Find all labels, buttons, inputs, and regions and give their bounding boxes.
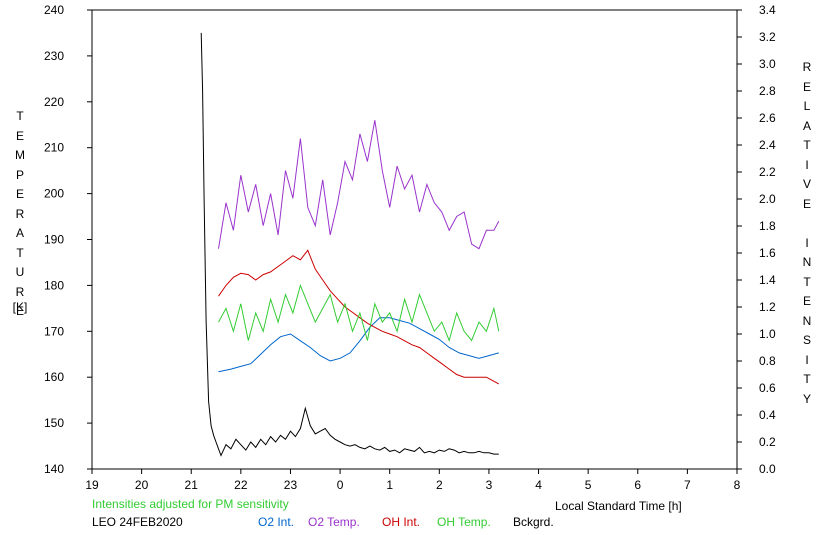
- legend-oh-temp: OH Temp.: [437, 515, 491, 529]
- x-tick-label: 19: [85, 478, 99, 492]
- axis-label-letter: V: [802, 177, 811, 191]
- y-right-tick-label: 0.4: [759, 408, 776, 422]
- plot-frame: [91, 9, 738, 470]
- y-right-tick-label: 1.0: [759, 327, 776, 341]
- series-line-bckgrd: [200, 32, 499, 457]
- series-line-o2-temp: [218, 120, 500, 250]
- axis-label-letter: T: [803, 138, 811, 152]
- y-left-axis-unit: [K]: [12, 300, 28, 314]
- axis-label-letter: E: [15, 187, 24, 201]
- x-tick-label: 23: [284, 478, 298, 492]
- axis-label-letter: T: [16, 245, 24, 260]
- x-tick-label: 1: [386, 478, 393, 492]
- y-right-tick-label: 0.0: [759, 462, 776, 476]
- axis-label-letter: E: [802, 294, 811, 308]
- y-right-tick-label: 0.6: [759, 381, 776, 395]
- axis-label-letter: E: [802, 196, 811, 211]
- y-left-tick-label: 190: [44, 233, 64, 247]
- y-left-tick-label: 180: [44, 278, 64, 292]
- y-left-axis-ticks: 140 150 160 170 180 190 200 210 220 230 240: [44, 3, 92, 476]
- y-left-tick-label: 160: [44, 370, 64, 384]
- axis-label-letter: N: [802, 313, 812, 328]
- axis-label-letter: U: [15, 265, 25, 279]
- x-tick-label: 8: [734, 478, 741, 492]
- station-date: LEO 24FEB2020: [92, 515, 183, 529]
- x-tick-label: 7: [684, 478, 691, 492]
- x-tick-label: 6: [634, 478, 641, 492]
- axis-label-letter: L: [803, 99, 811, 113]
- y-left-tick-label: 200: [44, 187, 64, 201]
- legend-oh-int: OH Int.: [382, 515, 421, 529]
- y-right-axis-ticks: 0.0 0.2 0.4 0.6 0.8 1.0 1.2 1.4 1.6 1.8 2.0 2.2 2.4 2…: [737, 3, 776, 476]
- series-line-oh-temp: [218, 283, 500, 343]
- x-tick-label: 3: [486, 478, 493, 492]
- axis-label-letter: Y: [802, 391, 811, 406]
- axis-label-letter: R: [802, 60, 812, 74]
- series-line-o2-int: [218, 317, 499, 373]
- axis-label-letter: S: [802, 333, 811, 347]
- y-right-tick-label: 1.8: [759, 219, 776, 233]
- axis-label-letter: E: [15, 128, 24, 143]
- y-right-tick-label: 3.0: [759, 57, 776, 71]
- y-right-tick-label: 2.2: [759, 165, 776, 179]
- axis-label-letter: T: [803, 372, 811, 386]
- y-left-tick-label: 210: [44, 141, 64, 155]
- x-tick-label: 4: [535, 478, 542, 492]
- x-tick-label: 21: [185, 478, 199, 492]
- axis-label-letter: P: [15, 167, 24, 182]
- legend-bckgrd: Bckgrd.: [513, 515, 554, 529]
- axis-label-letter: I: [805, 235, 809, 250]
- axis-label-letter: R: [15, 206, 25, 221]
- y-left-tick-label: 140: [44, 462, 64, 476]
- axis-label-letter: R: [15, 284, 25, 299]
- x-tick-label: 0: [337, 478, 344, 492]
- y-left-tick-label: 170: [44, 324, 64, 338]
- axis-label-letter: [799, 214, 815, 234]
- y-right-tick-label: 0.2: [759, 435, 776, 449]
- y-right-tick-label: 1.2: [759, 300, 776, 314]
- x-tick-label: 2: [436, 478, 443, 492]
- y-right-tick-label: 3.2: [759, 30, 776, 44]
- axis-label-letter: I: [805, 352, 809, 367]
- x-axis-label: Local Standard Time [h]: [555, 499, 682, 513]
- x-tick-label: 5: [585, 478, 592, 492]
- x-tick-label: 20: [135, 478, 149, 492]
- series-line-oh-int: [218, 249, 500, 385]
- axis-label-letter: E: [15, 304, 24, 318]
- y-left-tick-label: 230: [44, 49, 64, 63]
- y-right-tick-label: 2.0: [759, 192, 776, 206]
- axis-label-letter: A: [15, 226, 24, 240]
- axis-label-letter: I: [805, 157, 809, 172]
- axis-label-letter: N: [802, 255, 812, 269]
- axis-label-letter: M: [15, 148, 25, 162]
- axis-label-letter: A: [802, 118, 811, 133]
- y-right-tick-label: 3.4: [759, 3, 776, 17]
- y-right-tick-label: 0.8: [759, 354, 776, 368]
- sensitivity-note: Intensities adjusted for PM sensitivity: [92, 497, 289, 511]
- y-left-tick-label: 220: [44, 95, 64, 109]
- y-right-tick-label: 2.8: [759, 84, 776, 98]
- legend-o2-temp: O2 Temp.: [308, 515, 360, 529]
- y-right-tick-label: 1.6: [759, 246, 776, 260]
- axis-label-letter: T: [803, 274, 811, 289]
- x-tick-label: 22: [234, 478, 248, 492]
- x-axis-ticks: 19 20 21 22 23 0 1 2 3 4 5 6 7 8: [85, 469, 741, 492]
- legend-o2-int: O2 Int.: [258, 515, 295, 529]
- y-right-tick-label: 1.4: [759, 273, 776, 287]
- y-right-tick-label: 2.6: [759, 111, 776, 125]
- axis-label-letter: T: [16, 109, 24, 123]
- axis-label-letter: E: [802, 79, 811, 94]
- y-left-tick-label: 150: [44, 416, 64, 430]
- y-left-tick-label: 240: [44, 3, 64, 17]
- series-group: [200, 32, 500, 457]
- y-right-tick-label: 2.4: [759, 138, 776, 152]
